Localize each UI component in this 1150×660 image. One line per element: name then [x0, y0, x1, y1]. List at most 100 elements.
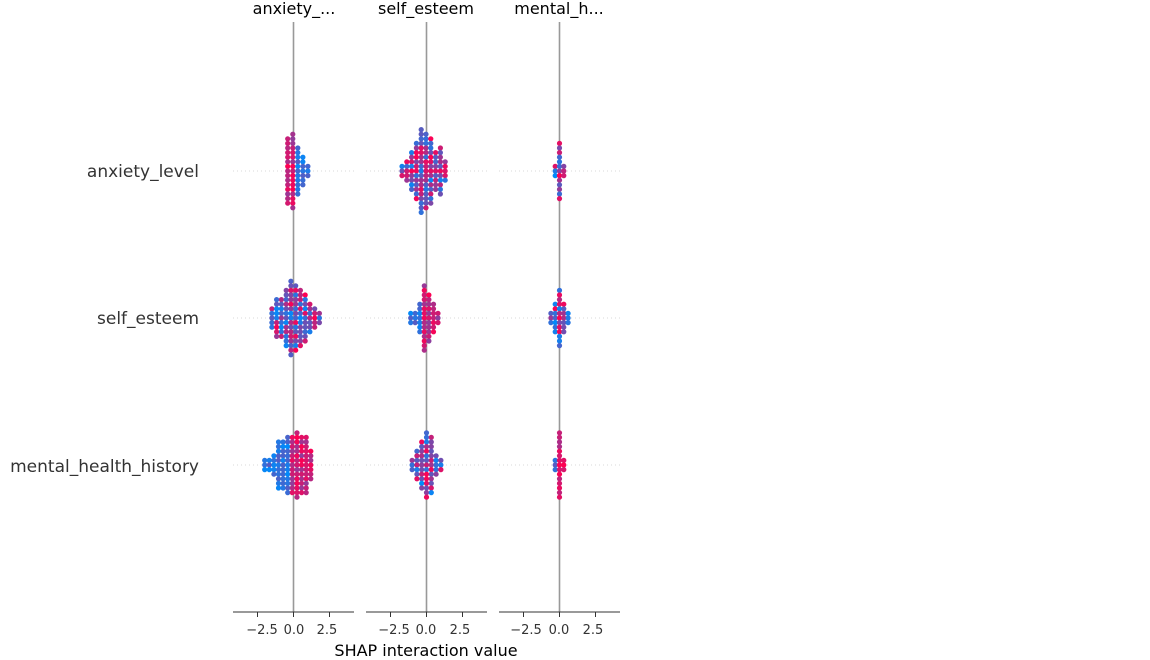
- shap-point: [428, 168, 433, 173]
- shap-point: [424, 458, 429, 463]
- shap-point: [434, 458, 439, 463]
- shap-point: [295, 145, 300, 150]
- shap-point: [566, 320, 571, 325]
- shap-point: [304, 435, 309, 440]
- shap-point: [288, 352, 293, 357]
- shap-point: [300, 164, 305, 169]
- shap-point: [419, 150, 424, 155]
- shap-point: [288, 306, 293, 311]
- shap-point: [426, 329, 431, 334]
- shap-point: [419, 485, 424, 490]
- shap-point: [308, 472, 313, 477]
- shap-point: [290, 132, 295, 137]
- shap-point: [288, 334, 293, 339]
- shap-point: [288, 338, 293, 343]
- shap-point: [419, 178, 424, 183]
- shap-point: [300, 182, 305, 187]
- shap-point: [438, 164, 443, 169]
- shap-point: [295, 155, 300, 160]
- shap-point: [561, 302, 566, 307]
- shap-point: [281, 444, 286, 449]
- shap-point: [422, 329, 427, 334]
- shap-point: [281, 481, 286, 486]
- shap-point: [285, 490, 290, 495]
- shap-point: [414, 168, 419, 173]
- shap-point: [409, 168, 414, 173]
- shap-point: [433, 173, 438, 178]
- shap-point: [429, 476, 434, 481]
- shap-point: [419, 136, 424, 141]
- shap-point: [294, 435, 299, 440]
- shap-point: [428, 201, 433, 206]
- shap-point: [285, 182, 290, 187]
- shap-point: [428, 145, 433, 150]
- shap-point: [429, 435, 434, 440]
- shap-point: [419, 449, 424, 454]
- shap-point: [305, 168, 310, 173]
- shap-point: [293, 288, 298, 293]
- shap-point: [281, 485, 286, 490]
- shap-point: [304, 453, 309, 458]
- shap-point: [308, 462, 313, 467]
- shap-point: [409, 150, 414, 155]
- shap-point: [294, 490, 299, 495]
- shap-point: [285, 155, 290, 160]
- shap-point: [422, 320, 427, 325]
- shap-point: [312, 315, 317, 320]
- shap-point: [304, 467, 309, 472]
- shap-point: [271, 472, 276, 477]
- shap-point: [404, 178, 409, 183]
- shap-point: [288, 329, 293, 334]
- shap-point: [293, 297, 298, 302]
- shap-point: [429, 485, 434, 490]
- shap-point: [566, 315, 571, 320]
- shap-point: [284, 334, 289, 339]
- shap-point: [557, 435, 562, 440]
- shap-point: [422, 325, 427, 330]
- tick-label: 2.5: [583, 623, 604, 638]
- shap-point: [433, 164, 438, 169]
- shap-point: [424, 449, 429, 454]
- shap-point: [285, 476, 290, 481]
- shap-point: [429, 458, 434, 463]
- shap-point: [298, 292, 303, 297]
- shap-point: [307, 315, 312, 320]
- shap-point: [274, 306, 279, 311]
- shap-point: [428, 141, 433, 146]
- shap-point: [284, 302, 289, 307]
- shap-point: [561, 173, 566, 178]
- shap-point: [557, 338, 562, 343]
- shap-point: [279, 325, 284, 330]
- shap-point: [284, 325, 289, 330]
- shap-point: [307, 320, 312, 325]
- shap-point: [290, 136, 295, 141]
- shap-point: [431, 311, 436, 316]
- shap-point: [426, 315, 431, 320]
- shap-point: [419, 132, 424, 137]
- shap-point: [414, 141, 419, 146]
- shap-point: [443, 178, 448, 183]
- shap-point: [423, 159, 428, 164]
- shap-point: [299, 467, 304, 472]
- shap-point: [431, 320, 436, 325]
- shap-point: [285, 159, 290, 164]
- shap-point: [299, 490, 304, 495]
- shap-point: [414, 155, 419, 160]
- shap-point: [300, 173, 305, 178]
- shap-point: [424, 462, 429, 467]
- shap-point: [419, 481, 424, 486]
- shap-point: [557, 490, 562, 495]
- shap-point: [298, 311, 303, 316]
- shap-point: [293, 348, 298, 353]
- shap-point: [561, 306, 566, 311]
- shap-point: [279, 297, 284, 302]
- shap-point: [279, 334, 284, 339]
- shap-point: [293, 311, 298, 316]
- shap-point: [284, 292, 289, 297]
- shap-point: [409, 182, 414, 187]
- shap-point: [409, 187, 414, 192]
- shap-point: [304, 458, 309, 463]
- shap-point: [299, 472, 304, 477]
- shap-point: [557, 439, 562, 444]
- shap-point: [285, 141, 290, 146]
